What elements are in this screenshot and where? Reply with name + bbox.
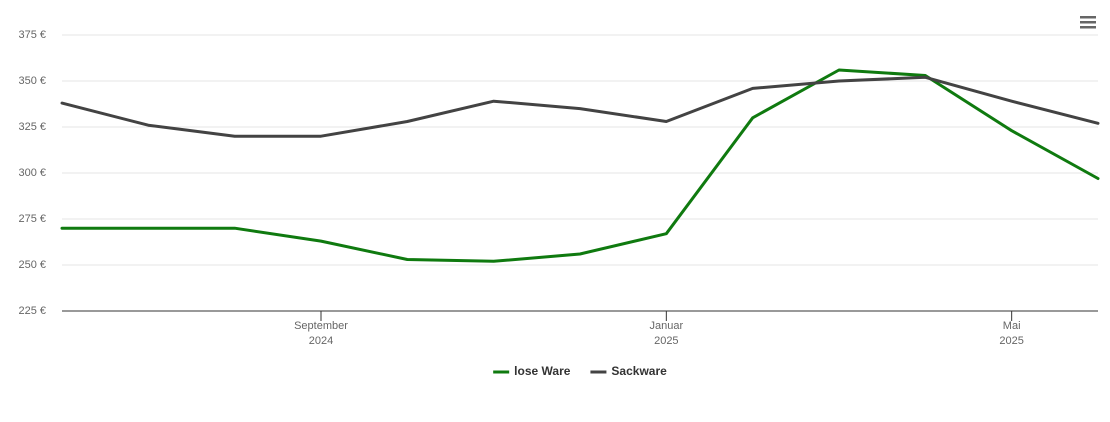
x-tick-label: Januar <box>650 320 684 332</box>
x-tick-label: Mai <box>1003 320 1021 332</box>
y-tick-label: 300 € <box>18 167 46 179</box>
legend-label: lose Ware <box>514 364 571 378</box>
legend-label: Sackware <box>611 364 667 378</box>
series-line <box>60 75 1100 138</box>
legend-item[interactable]: lose Ware <box>493 364 571 378</box>
menu-button[interactable] <box>1076 12 1100 34</box>
menu-bar <box>1080 16 1096 19</box>
y-tick-label: 350 € <box>18 75 46 87</box>
x-tick-label: 2024 <box>309 335 333 347</box>
x-tick-label: 2025 <box>654 335 678 347</box>
y-tick-label: 375 € <box>18 29 46 41</box>
y-tick-label: 250 € <box>18 259 46 271</box>
y-tick-label: 225 € <box>18 305 46 317</box>
series-line <box>60 68 1100 263</box>
y-tick-label: 275 € <box>18 213 46 225</box>
x-tick-label: 2025 <box>999 335 1023 347</box>
legend-item[interactable]: Sackware <box>590 364 667 378</box>
y-tick-label: 325 € <box>18 121 46 133</box>
x-tick-label: September <box>294 320 348 332</box>
legend: lose Ware Sackware <box>493 364 667 378</box>
menu-bar <box>1080 26 1096 29</box>
menu-bar <box>1080 21 1096 24</box>
